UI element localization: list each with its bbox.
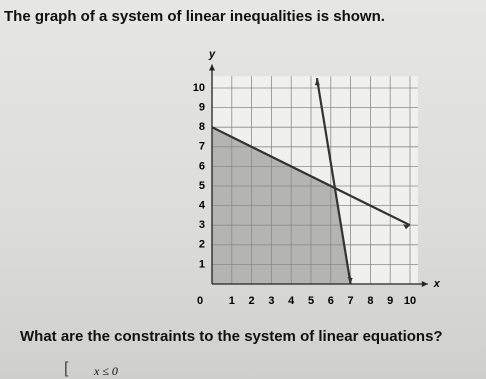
x-tick-label: 8 [367, 295, 373, 307]
arrow [421, 281, 428, 287]
y-tick-label: 3 [199, 219, 205, 231]
y-tick-label: 2 [199, 239, 205, 251]
y-tick-label: 6 [199, 160, 205, 172]
y-axis-label: y [208, 49, 216, 61]
arrow [347, 277, 353, 284]
x-tick-label: 6 [328, 295, 334, 307]
x-tick-label: 3 [268, 295, 274, 307]
x-tick-label: 7 [348, 295, 354, 307]
x-tick-label: 4 [288, 295, 295, 307]
y-tick-label: 5 [199, 180, 205, 192]
y-tick-label: 8 [199, 121, 205, 133]
y-tick-label: 10 [193, 82, 205, 94]
x-tick-label: 1 [229, 295, 235, 307]
x-tick-label: 9 [387, 295, 393, 307]
origin-label: 0 [197, 295, 203, 307]
x-tick-label: 2 [249, 295, 255, 307]
boundary-line [315, 78, 352, 285]
x-tick-label: 5 [308, 295, 314, 307]
arrow [209, 64, 215, 71]
brace: [ [64, 360, 69, 377]
arrow [403, 224, 410, 230]
question: What are the constraints to the system o… [20, 328, 443, 345]
y-tick-label: 9 [199, 102, 205, 114]
x-axis-label: x [433, 278, 441, 290]
x-tick-label: 10 [404, 295, 416, 307]
y-tick-label: 7 [199, 141, 205, 153]
y-tick-label: 1 [199, 258, 205, 270]
boundary-line [211, 126, 411, 227]
y-tick-label: 4 [199, 200, 206, 212]
arrow [314, 78, 320, 86]
answer-choice[interactable]: x ≤ 0 [94, 364, 118, 378]
title: The graph of a system of linear inequali… [4, 8, 385, 25]
